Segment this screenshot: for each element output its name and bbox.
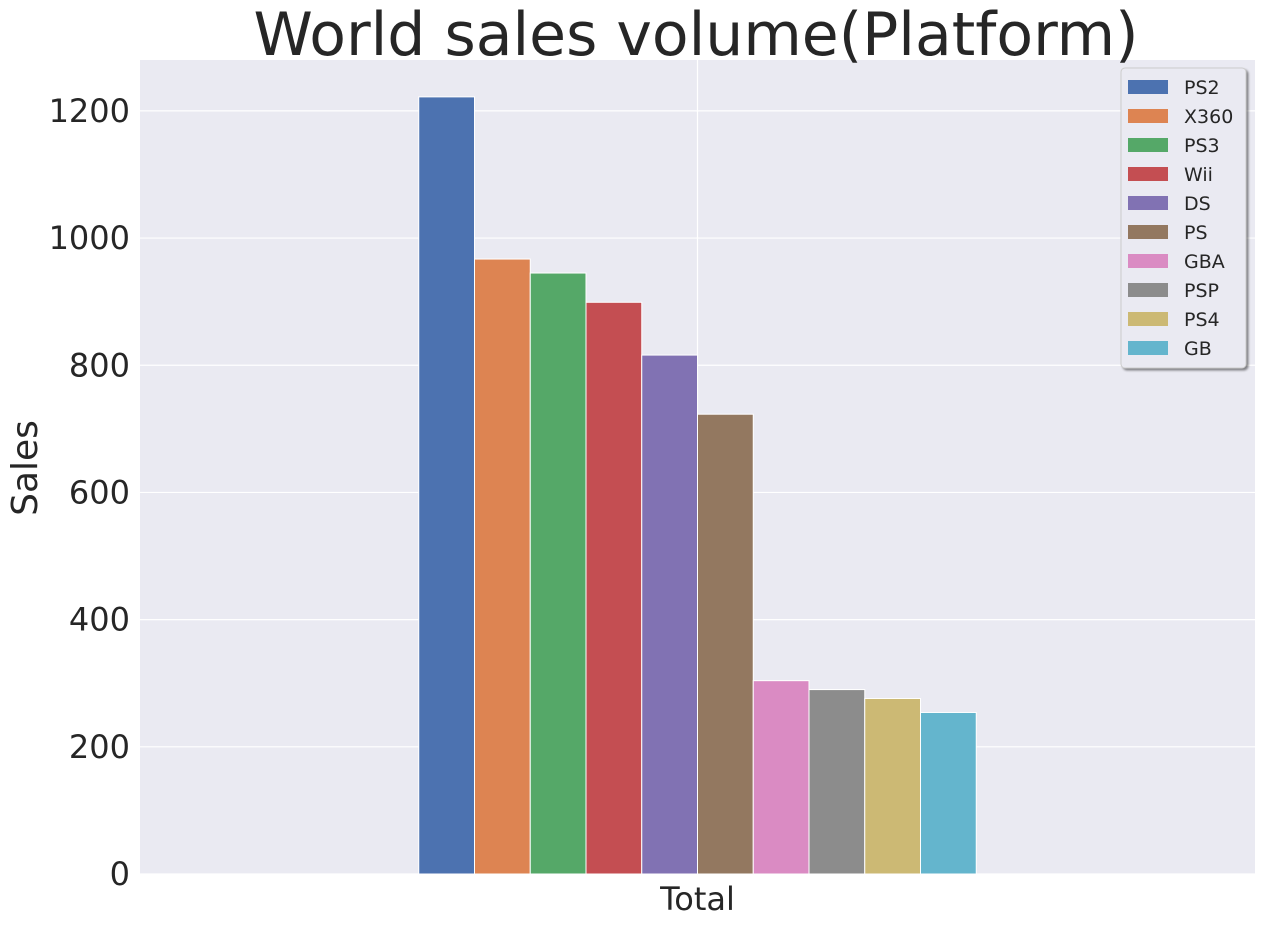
bar-ds — [641, 354, 698, 875]
legend-swatch-wii — [1128, 167, 1168, 181]
legend-label-gb: GB — [1184, 338, 1212, 360]
bar-ps4 — [864, 697, 921, 875]
legend-label-ps2: PS2 — [1184, 77, 1220, 99]
y-tick-label: 1000 — [49, 219, 130, 257]
bar-ps — [697, 413, 754, 875]
bars — [418, 96, 977, 875]
legend-swatch-x360 — [1128, 109, 1168, 123]
legend-label-ds: DS — [1184, 193, 1211, 215]
y-tick-label: 200 — [69, 728, 130, 766]
legend-swatch-ps3 — [1128, 138, 1168, 152]
bar-wii — [585, 301, 643, 875]
legend-label-ps3: PS3 — [1184, 135, 1220, 157]
bar-psp — [808, 689, 866, 875]
legend-swatch-psp — [1128, 283, 1168, 297]
legend-swatch-gba — [1128, 254, 1168, 268]
legend-label-ps: PS — [1184, 222, 1208, 244]
bar-x360 — [474, 258, 531, 875]
x-tick-label: Total — [659, 880, 735, 918]
legend-label-psp: PSP — [1184, 280, 1219, 302]
legend-label-ps4: PS4 — [1184, 309, 1220, 331]
legend-swatch-ds — [1128, 196, 1168, 210]
bar-ps2 — [418, 96, 475, 875]
bar-gba — [752, 680, 810, 875]
y-tick-label: 400 — [69, 601, 130, 639]
bar-ps3 — [529, 272, 587, 875]
legend-swatch-ps2 — [1128, 80, 1168, 94]
y-axis-ticks: 0 200 400 600 800 1000 1200 — [49, 92, 130, 893]
legend-label-x360: X360 — [1184, 106, 1233, 128]
y-tick-label: 1200 — [49, 92, 130, 130]
y-tick-label: 800 — [69, 346, 130, 384]
bar-gb — [920, 711, 977, 875]
legend-label-wii: Wii — [1184, 164, 1213, 186]
legend: PS2 X360 PS3 Wii DS PS GBA PSP PS4 GB — [1120, 67, 1247, 369]
y-tick-label: 600 — [69, 473, 130, 511]
legend-swatch-ps — [1128, 225, 1168, 239]
legend-swatch-gb — [1128, 341, 1168, 355]
legend-swatch-ps4 — [1128, 312, 1168, 326]
y-tick-label: 0 — [110, 855, 130, 893]
legend-label-gba: GBA — [1184, 251, 1225, 273]
y-axis-label: Sales — [5, 420, 46, 516]
chart-title: World sales volume(Platform) — [253, 0, 1138, 70]
x-axis-ticks: Total — [659, 880, 735, 918]
